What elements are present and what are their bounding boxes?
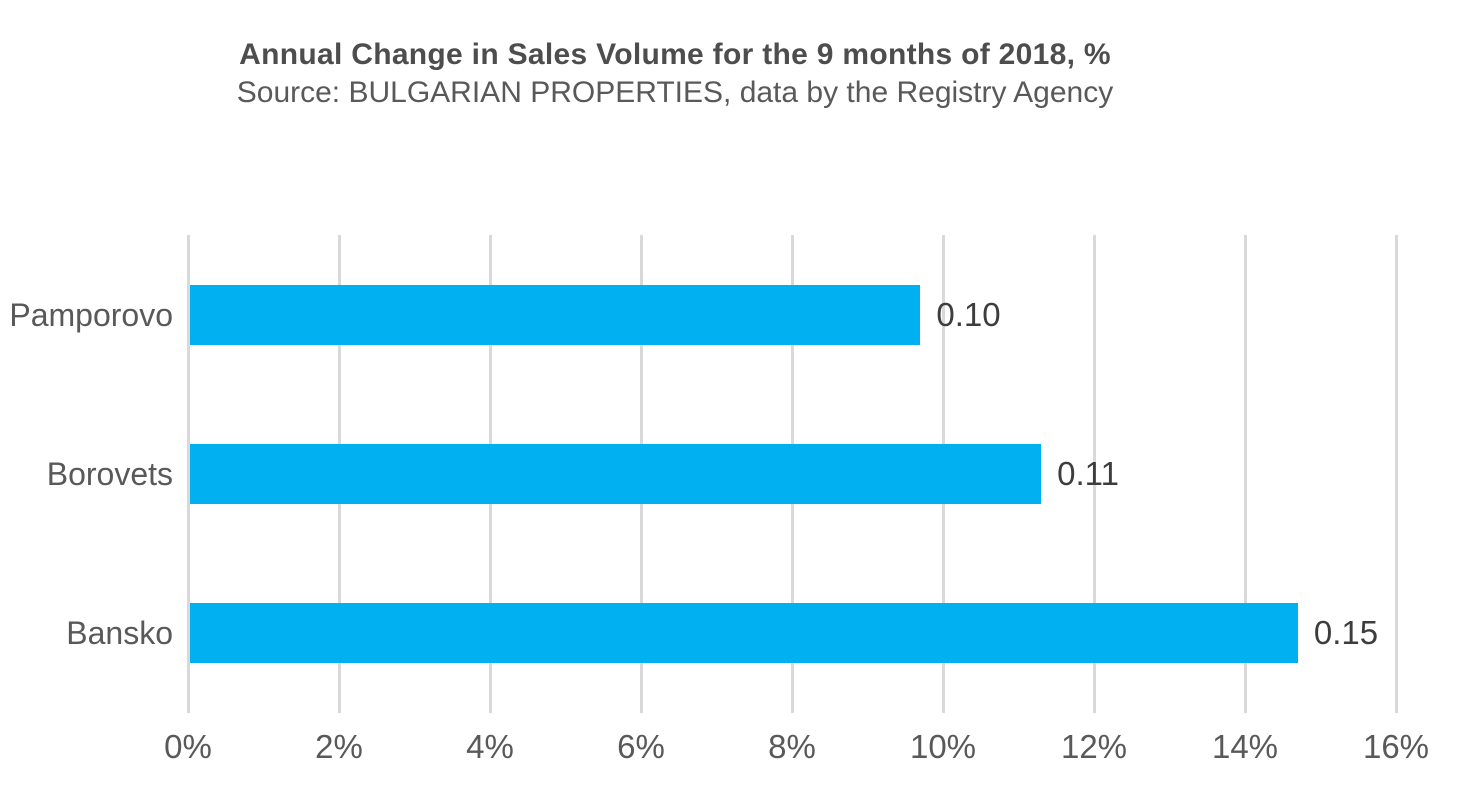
- chart-title: Annual Change in Sales Volume for the 9 …: [239, 38, 1111, 71]
- x-tick-label-12%: 12%: [1060, 728, 1128, 765]
- x-tick-label-0%: 0%: [164, 728, 212, 765]
- x-tick-label-8%: 8%: [768, 728, 816, 765]
- gridline-14%: [1243, 235, 1247, 713]
- category-label-borovets: Borovets: [46, 456, 173, 492]
- category-label-pamporovo: Pamporovo: [9, 296, 173, 333]
- bar-pamporovo: [190, 284, 921, 345]
- x-tick-label-14%: 14%: [1211, 728, 1279, 765]
- data-label-borovets: 0.11: [1057, 455, 1119, 492]
- x-tick-label-6%: 6%: [617, 728, 665, 765]
- x-tick-label-2%: 2%: [315, 728, 363, 765]
- x-tick-label-10%: 10%: [909, 728, 977, 765]
- bar-bansko: [190, 603, 1298, 664]
- category-label-bansko: Bansko: [66, 615, 173, 652]
- x-tick-label-16%: 16%: [1362, 728, 1430, 765]
- bar-borovets: [190, 444, 1042, 504]
- x-tick-label-4%: 4%: [466, 728, 514, 765]
- data-label-bansko: 0.15: [1313, 614, 1379, 652]
- gridline-0%: [186, 235, 190, 713]
- data-label-pamporovo: 0.10: [936, 295, 1001, 333]
- chart-subtitle: Source: BULGARIAN PROPERTIES, data by th…: [236, 76, 1114, 109]
- gridline-12%: [1092, 235, 1096, 713]
- gridline-16%: [1394, 235, 1398, 713]
